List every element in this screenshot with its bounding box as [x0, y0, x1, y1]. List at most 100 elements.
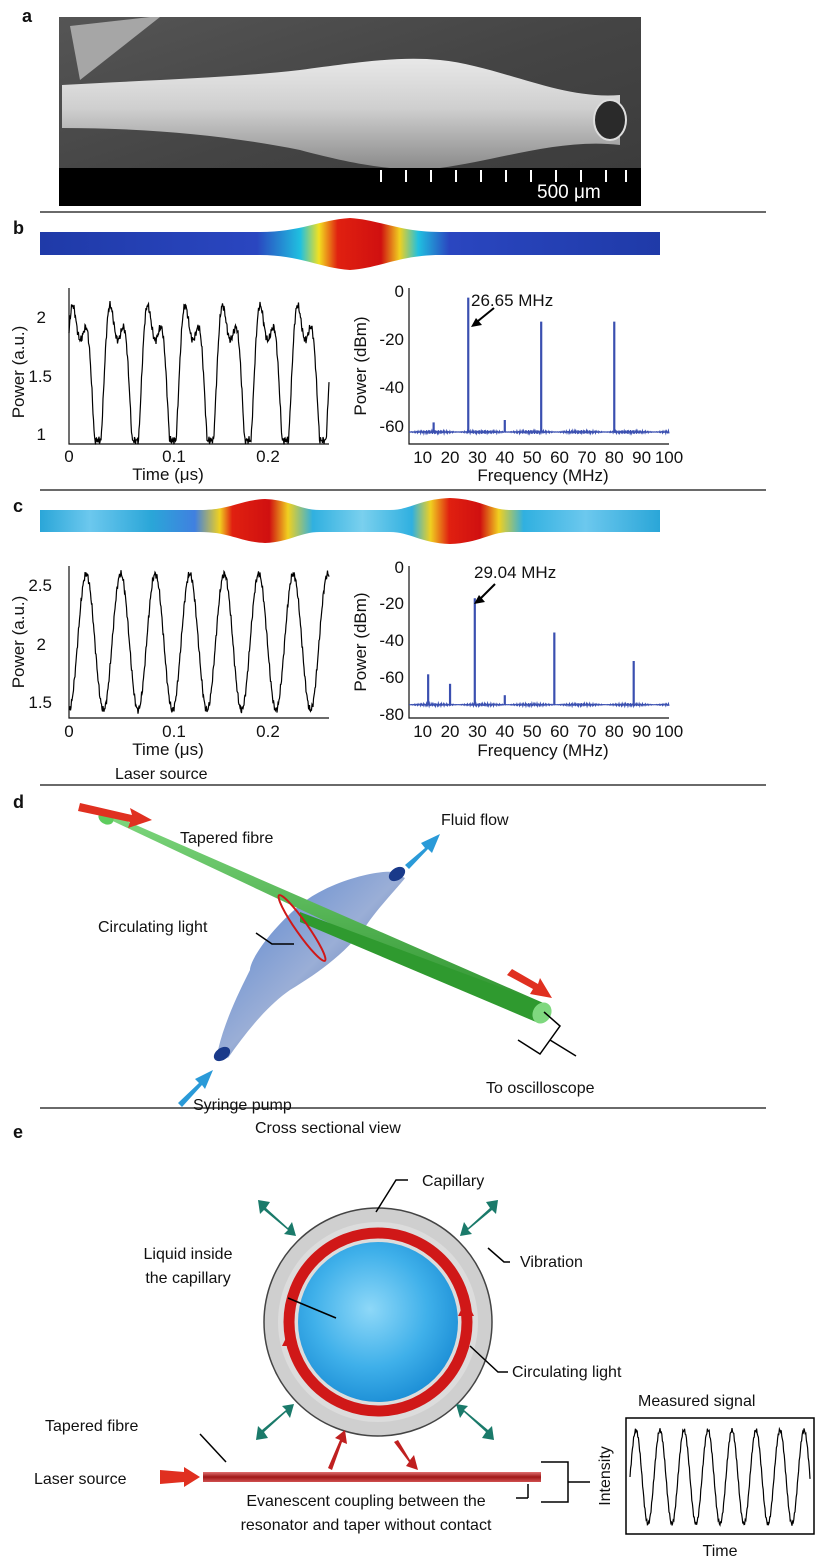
xtick: 50	[523, 722, 542, 741]
cross-section-title: Cross sectional view	[255, 1120, 401, 1137]
ytick: -60	[379, 417, 404, 436]
xtick: 100	[655, 722, 683, 741]
xtick: 60	[550, 448, 569, 467]
ytick: -60	[379, 668, 404, 687]
panel-letter-a: a	[22, 6, 33, 26]
circulating-light-label-e: Circulating light	[512, 1364, 622, 1381]
xtick: 30	[468, 722, 487, 741]
coupling-label-1: Evanescent coupling between the	[246, 1493, 485, 1510]
fluid-flow-arrow	[405, 834, 440, 869]
xtick: 70	[577, 448, 596, 467]
spectrum-noise	[409, 700, 670, 709]
xtick: 30	[468, 448, 487, 467]
spectrum-noise	[408, 428, 670, 436]
laser-input-arrow	[160, 1467, 200, 1487]
xtick: 50	[523, 448, 542, 467]
coupling-label-2: resonator and taper without contact	[241, 1517, 492, 1534]
xtick: 10	[413, 448, 432, 467]
mode-profile-c	[40, 498, 660, 544]
peak-label: 26.65 MHz	[471, 291, 553, 310]
ylabel: Power (dBm)	[351, 592, 370, 691]
mode-profile-b	[40, 218, 660, 270]
tapered-fibre-label-e: Tapered fibre	[45, 1418, 138, 1435]
time-trace	[68, 569, 330, 714]
time-trace	[68, 301, 330, 445]
intensity-label: Intensity	[597, 1446, 614, 1506]
capillary-label: Capillary	[422, 1173, 484, 1190]
laser-in-arrow	[78, 803, 152, 828]
ytick: 2	[37, 635, 46, 654]
cross-section-diagram	[160, 1179, 590, 1503]
xtick: 40	[495, 448, 514, 467]
vibration-label: Vibration	[520, 1254, 583, 1271]
xtick: 70	[577, 722, 596, 741]
time-plot-b: 2 1.5 1 0 0.1 0.2 Time (μs) Power (a.u.)	[9, 288, 330, 484]
measured-signal-inset: Measured signal Intensity Time	[597, 1393, 815, 1560]
xtick: 80	[605, 448, 624, 467]
ytick: 2.5	[28, 576, 52, 595]
laser-source-label-d: Laser source	[115, 766, 208, 783]
xtick: 60	[550, 722, 569, 741]
ytick: -20	[379, 594, 404, 613]
ytick: 1.5	[28, 693, 52, 712]
xlabel: Frequency (MHz)	[477, 466, 608, 485]
ytick: 1.5	[28, 367, 52, 386]
ytick: -80	[379, 705, 404, 724]
spectrum-plot-c: 0 -20 -40 -60 -80 10 20 30 40 50 60 70 80 90 100 …	[351, 558, 683, 760]
ytick: -40	[379, 631, 404, 650]
peak-arrow	[471, 307, 495, 327]
panel-letter-d: d	[13, 792, 24, 812]
xlabel: Frequency (MHz)	[477, 741, 608, 760]
ylabel: Power (a.u.)	[9, 596, 28, 689]
ylabel: Power (dBm)	[351, 316, 370, 415]
xtick: 0	[64, 722, 73, 741]
laser-out-arrow	[507, 969, 552, 998]
ytick: 0	[395, 558, 404, 577]
scale-bar	[380, 170, 627, 182]
spectrum-plot-b: 0 -20 -40 -60 10 20 30 40 50 60 70 80 90 100 Freq…	[351, 282, 683, 485]
xtick: 80	[605, 722, 624, 741]
ylabel: Power (a.u.)	[9, 326, 28, 419]
panel-letter-b: b	[13, 218, 24, 238]
xlabel: Time (μs)	[132, 740, 204, 759]
xtick: 90	[632, 448, 651, 467]
circulating-ring	[283, 1227, 473, 1417]
xtick: 0.1	[162, 722, 186, 741]
liquid	[298, 1242, 458, 1402]
peak-arrow	[474, 583, 496, 604]
xtick: 0	[64, 447, 73, 466]
tapered-fibre-label: Tapered fibre	[180, 830, 273, 847]
xlabel: Time (μs)	[132, 465, 204, 484]
experimental-setup-diagram	[78, 803, 577, 1107]
xtick: 20	[441, 448, 460, 467]
panel-letter-e: e	[13, 1122, 23, 1142]
fluid-flow-label: Fluid flow	[441, 812, 509, 829]
ytick: 2	[37, 308, 46, 327]
ytick: -20	[379, 330, 404, 349]
xtick: 0.2	[256, 722, 280, 741]
time-label: Time	[703, 1543, 738, 1560]
sem-image: 500 μm	[59, 17, 641, 206]
syringe-pump-label: Syringe pump	[193, 1097, 292, 1114]
xtick: 90	[632, 722, 651, 741]
liquid-label-2: the capillary	[145, 1270, 230, 1287]
syringe-arrow	[178, 1070, 213, 1107]
xtick: 20	[441, 722, 460, 741]
xtick: 100	[655, 448, 683, 467]
xtick: 40	[495, 722, 514, 741]
ytick: 0	[395, 282, 404, 301]
ytick: 1	[37, 425, 46, 444]
xtick: 0.1	[162, 447, 186, 466]
liquid-label-1: Liquid inside	[144, 1246, 233, 1263]
time-plot-c: 2.5 2 1.5 0 0.1 0.2 Time (μs) Power (a.u…	[9, 566, 330, 759]
to-oscilloscope-label: To oscilloscope	[486, 1080, 595, 1097]
circulating-light-label: Circulating light	[98, 919, 208, 936]
taper	[203, 1472, 541, 1482]
peak-label: 29.04 MHz	[474, 563, 556, 582]
vibration-arrows	[256, 1200, 498, 1440]
xtick: 10	[413, 722, 432, 741]
scale-bar-label: 500 μm	[537, 182, 601, 203]
ytick: -40	[379, 378, 404, 397]
measured-signal-label: Measured signal	[638, 1393, 755, 1410]
